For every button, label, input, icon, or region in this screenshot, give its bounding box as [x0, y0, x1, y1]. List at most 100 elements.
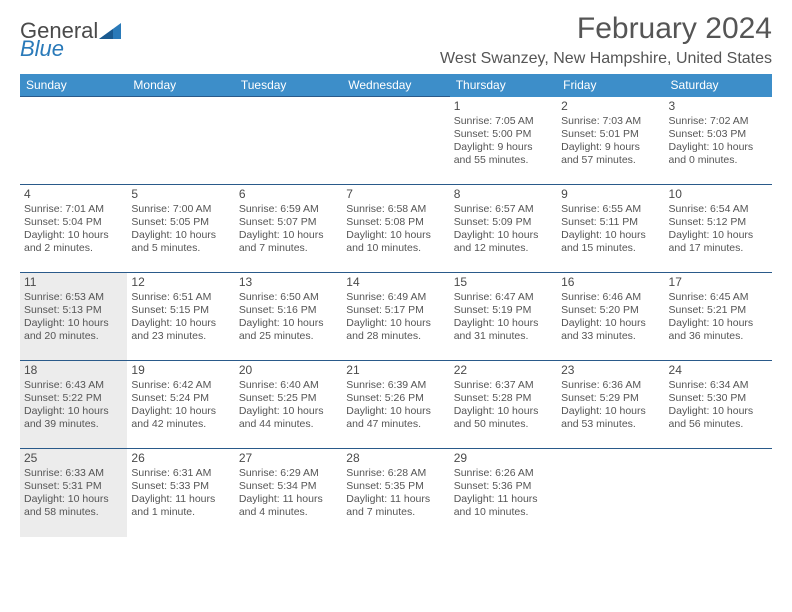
day-cell: 12Sunrise: 6:51 AMSunset: 5:15 PMDayligh…	[127, 273, 234, 361]
dl1-text: Daylight: 10 hours	[131, 317, 230, 330]
day-cell: 6Sunrise: 6:59 AMSunset: 5:07 PMDaylight…	[235, 185, 342, 273]
sunset-text: Sunset: 5:04 PM	[24, 216, 123, 229]
day-number: 8	[454, 187, 553, 202]
dl2-text: and 7 minutes.	[239, 242, 338, 255]
day-cell: 8Sunrise: 6:57 AMSunset: 5:09 PMDaylight…	[450, 185, 557, 273]
dl2-text: and 10 minutes.	[346, 242, 445, 255]
day-number: 9	[561, 187, 660, 202]
dl1-text: Daylight: 10 hours	[24, 405, 123, 418]
dl1-text: Daylight: 10 hours	[346, 229, 445, 242]
sunset-text: Sunset: 5:33 PM	[131, 480, 230, 493]
day-cell: 2Sunrise: 7:03 AMSunset: 5:01 PMDaylight…	[557, 97, 664, 185]
title-block: February 2024 West Swanzey, New Hampshir…	[440, 12, 772, 68]
sunset-text: Sunset: 5:00 PM	[454, 128, 553, 141]
sunset-text: Sunset: 5:19 PM	[454, 304, 553, 317]
sunrise-text: Sunrise: 6:37 AM	[454, 379, 553, 392]
dl2-text: and 12 minutes.	[454, 242, 553, 255]
dl2-text: and 28 minutes.	[346, 330, 445, 343]
day-cell: 18Sunrise: 6:43 AMSunset: 5:22 PMDayligh…	[20, 361, 127, 449]
day-cell: 3Sunrise: 7:02 AMSunset: 5:03 PMDaylight…	[665, 97, 772, 185]
sunrise-text: Sunrise: 6:26 AM	[454, 467, 553, 480]
day-cell: 26Sunrise: 6:31 AMSunset: 5:33 PMDayligh…	[127, 449, 234, 537]
sunset-text: Sunset: 5:21 PM	[669, 304, 768, 317]
sunset-text: Sunset: 5:03 PM	[669, 128, 768, 141]
empty-cell	[127, 97, 234, 185]
dl2-text: and 36 minutes.	[669, 330, 768, 343]
day-number: 5	[131, 187, 230, 202]
day-cell: 1Sunrise: 7:05 AMSunset: 5:00 PMDaylight…	[450, 97, 557, 185]
sunset-text: Sunset: 5:05 PM	[131, 216, 230, 229]
day-number: 25	[24, 451, 123, 466]
sunrise-text: Sunrise: 6:58 AM	[346, 203, 445, 216]
day-cell: 28Sunrise: 6:28 AMSunset: 5:35 PMDayligh…	[342, 449, 449, 537]
dl2-text: and 33 minutes.	[561, 330, 660, 343]
dl2-text: and 7 minutes.	[346, 506, 445, 519]
sunset-text: Sunset: 5:24 PM	[131, 392, 230, 405]
dl1-text: Daylight: 11 hours	[131, 493, 230, 506]
dl2-text: and 42 minutes.	[131, 418, 230, 431]
day-cell: 19Sunrise: 6:42 AMSunset: 5:24 PMDayligh…	[127, 361, 234, 449]
sunrise-text: Sunrise: 6:33 AM	[24, 467, 123, 480]
dl1-text: Daylight: 10 hours	[24, 317, 123, 330]
day-cell: 24Sunrise: 6:34 AMSunset: 5:30 PMDayligh…	[665, 361, 772, 449]
dl2-text: and 20 minutes.	[24, 330, 123, 343]
dl1-text: Daylight: 10 hours	[669, 229, 768, 242]
day-cell: 27Sunrise: 6:29 AMSunset: 5:34 PMDayligh…	[235, 449, 342, 537]
day-number: 27	[239, 451, 338, 466]
sunset-text: Sunset: 5:09 PM	[454, 216, 553, 229]
sunset-text: Sunset: 5:16 PM	[239, 304, 338, 317]
day-number: 17	[669, 275, 768, 290]
dl2-text: and 17 minutes.	[669, 242, 768, 255]
dl1-text: Daylight: 10 hours	[561, 229, 660, 242]
dl1-text: Daylight: 10 hours	[561, 317, 660, 330]
sunset-text: Sunset: 5:36 PM	[454, 480, 553, 493]
sunrise-text: Sunrise: 6:40 AM	[239, 379, 338, 392]
day-number: 10	[669, 187, 768, 202]
day-header: Monday	[127, 74, 234, 97]
dl2-text: and 15 minutes.	[561, 242, 660, 255]
day-cell: 14Sunrise: 6:49 AMSunset: 5:17 PMDayligh…	[342, 273, 449, 361]
day-header: Wednesday	[342, 74, 449, 97]
sunset-text: Sunset: 5:07 PM	[239, 216, 338, 229]
empty-cell	[235, 97, 342, 185]
sunrise-text: Sunrise: 7:02 AM	[669, 115, 768, 128]
dl1-text: Daylight: 10 hours	[669, 405, 768, 418]
day-cell: 25Sunrise: 6:33 AMSunset: 5:31 PMDayligh…	[20, 449, 127, 537]
day-header-row: SundayMondayTuesdayWednesdayThursdayFrid…	[20, 74, 772, 97]
sunset-text: Sunset: 5:29 PM	[561, 392, 660, 405]
day-cell: 7Sunrise: 6:58 AMSunset: 5:08 PMDaylight…	[342, 185, 449, 273]
sunrise-text: Sunrise: 6:39 AM	[346, 379, 445, 392]
dl1-text: Daylight: 10 hours	[669, 141, 768, 154]
sunrise-text: Sunrise: 7:00 AM	[131, 203, 230, 216]
sunrise-text: Sunrise: 6:46 AM	[561, 291, 660, 304]
calendar-week-row: 1Sunrise: 7:05 AMSunset: 5:00 PMDaylight…	[20, 97, 772, 185]
day-number: 29	[454, 451, 553, 466]
dl2-text: and 56 minutes.	[669, 418, 768, 431]
sunrise-text: Sunrise: 6:53 AM	[24, 291, 123, 304]
day-cell: 21Sunrise: 6:39 AMSunset: 5:26 PMDayligh…	[342, 361, 449, 449]
sunset-text: Sunset: 5:31 PM	[24, 480, 123, 493]
day-cell: 10Sunrise: 6:54 AMSunset: 5:12 PMDayligh…	[665, 185, 772, 273]
day-cell: 29Sunrise: 6:26 AMSunset: 5:36 PMDayligh…	[450, 449, 557, 537]
sunset-text: Sunset: 5:30 PM	[669, 392, 768, 405]
calendar-week-row: 18Sunrise: 6:43 AMSunset: 5:22 PMDayligh…	[20, 361, 772, 449]
dl2-text: and 44 minutes.	[239, 418, 338, 431]
dl1-text: Daylight: 10 hours	[239, 317, 338, 330]
empty-cell	[20, 97, 127, 185]
sunrise-text: Sunrise: 7:03 AM	[561, 115, 660, 128]
dl2-text: and 2 minutes.	[24, 242, 123, 255]
day-number: 2	[561, 99, 660, 114]
dl2-text: and 1 minute.	[131, 506, 230, 519]
sunset-text: Sunset: 5:34 PM	[239, 480, 338, 493]
location-text: West Swanzey, New Hampshire, United Stat…	[440, 50, 772, 68]
day-cell: 23Sunrise: 6:36 AMSunset: 5:29 PMDayligh…	[557, 361, 664, 449]
day-number: 12	[131, 275, 230, 290]
empty-cell	[665, 449, 772, 537]
calendar-week-row: 25Sunrise: 6:33 AMSunset: 5:31 PM Dayligh…	[20, 449, 772, 537]
day-header: Saturday	[665, 74, 772, 97]
dl2-text: and 50 minutes.	[454, 418, 553, 431]
dl2-text: and 4 minutes.	[239, 506, 338, 519]
sunset-text: Sunset: 5:26 PM	[346, 392, 445, 405]
day-number: 7	[346, 187, 445, 202]
dl2-text: and 55 minutes.	[454, 154, 553, 167]
